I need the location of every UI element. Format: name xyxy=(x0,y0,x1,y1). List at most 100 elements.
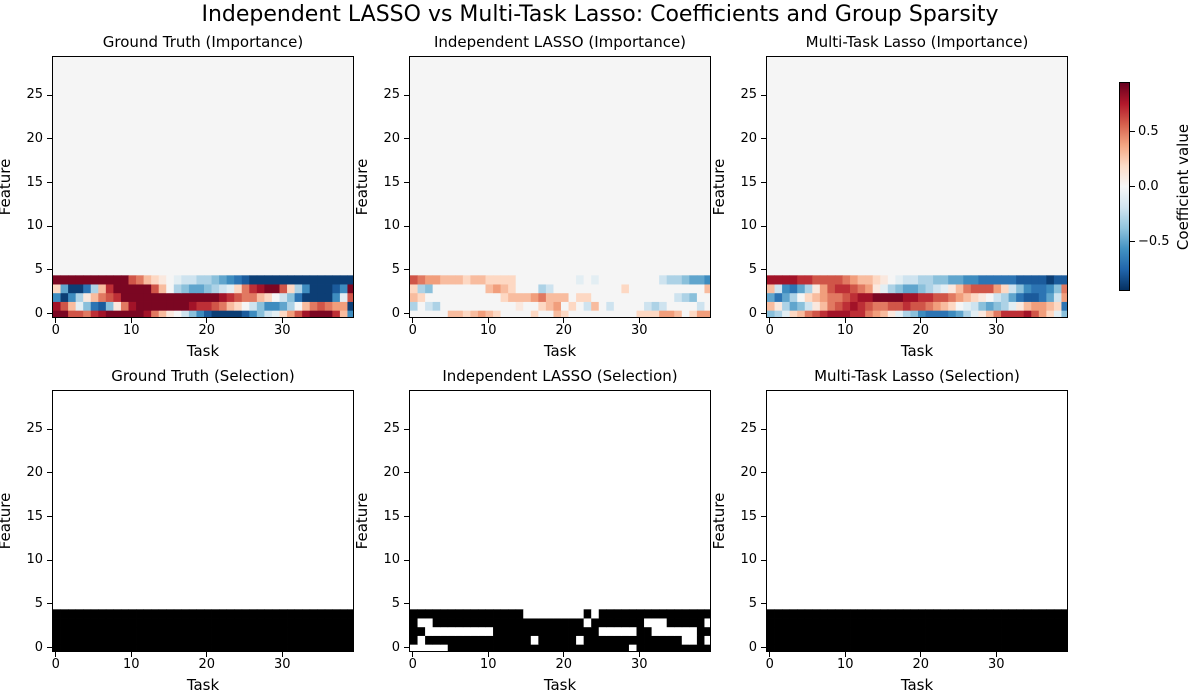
heatmap-cell xyxy=(583,310,592,317)
heatmap-cell xyxy=(797,310,806,317)
heatmap-cell xyxy=(68,618,77,628)
heatmap-cell xyxy=(287,618,295,628)
heatmap-cell xyxy=(621,301,630,311)
heatmap-cell xyxy=(887,301,896,311)
heatmap-cell xyxy=(970,618,979,628)
heatmap-cell xyxy=(1008,310,1017,317)
y-tick-mark xyxy=(761,182,766,184)
heatmap-cell xyxy=(659,626,668,636)
heatmap-cell xyxy=(339,310,348,317)
heatmap-cell xyxy=(264,292,273,302)
heatmap-cell xyxy=(1008,626,1017,636)
heatmap-cell xyxy=(812,609,821,619)
heatmap-cell xyxy=(598,644,607,651)
heatmap-cell xyxy=(173,284,182,294)
heatmap-cell xyxy=(1016,626,1025,636)
heatmap-cell xyxy=(75,301,84,311)
heatmap-cell xyxy=(1023,635,1032,645)
heatmap-cell xyxy=(98,310,107,317)
heatmap-cell xyxy=(241,275,250,285)
heatmap-cell xyxy=(60,292,69,302)
x-tick-label: 10 xyxy=(479,657,497,672)
heatmap-cell xyxy=(538,644,547,651)
heatmap-cell xyxy=(561,609,569,619)
heatmap-cell xyxy=(857,609,866,619)
heatmap-cell xyxy=(970,644,979,651)
heatmap-cell xyxy=(432,310,441,317)
heatmap-cell xyxy=(196,609,205,619)
colorbar-tick-mark xyxy=(1130,241,1135,242)
heatmap-cell xyxy=(234,310,243,317)
heatmap-cell xyxy=(410,301,418,311)
heatmap-cell xyxy=(553,626,562,636)
y-tick-mark xyxy=(47,647,52,649)
heatmap-cell xyxy=(181,644,190,651)
heatmap-cell xyxy=(158,635,167,645)
heatmap-cell xyxy=(561,301,569,311)
heatmap-cell xyxy=(644,609,652,619)
heatmap-area xyxy=(52,390,354,652)
heatmap-cell xyxy=(173,292,182,302)
heatmap-cell xyxy=(294,284,303,294)
heatmap-cell xyxy=(545,301,554,311)
heatmap-cell xyxy=(1061,301,1067,311)
heatmap-cell xyxy=(530,618,539,628)
heatmap-cell xyxy=(440,275,449,285)
heatmap-cell xyxy=(887,635,896,645)
x-tick-label: 20 xyxy=(198,323,216,338)
heatmap-cell xyxy=(234,301,243,311)
heatmap-cell xyxy=(226,301,235,311)
heatmap-cell xyxy=(895,275,904,285)
heatmap-cell xyxy=(264,275,273,285)
heatmap-cell xyxy=(241,301,250,311)
heatmap-cell xyxy=(120,644,129,651)
heatmap-cell xyxy=(211,292,220,302)
heatmap-cell xyxy=(538,292,547,302)
heatmap-cell xyxy=(485,609,494,619)
heatmap-cell xyxy=(659,275,668,285)
heatmap-cell xyxy=(789,644,798,651)
heatmap-cell xyxy=(910,310,919,317)
heatmap-cell xyxy=(963,292,972,302)
heatmap-cell xyxy=(204,609,212,619)
heatmap-cell xyxy=(151,609,160,619)
heatmap-cell xyxy=(417,626,426,636)
heatmap-cell xyxy=(583,301,592,311)
heatmap-cell xyxy=(324,609,333,619)
heatmap-cell xyxy=(797,635,806,645)
heatmap-cell xyxy=(339,301,348,311)
heatmap-cell xyxy=(857,301,866,311)
heatmap-cell xyxy=(674,635,683,645)
heatmap-cell xyxy=(440,618,449,628)
heatmap-cell xyxy=(1046,310,1055,317)
heatmap-cell xyxy=(902,301,911,311)
heatmap-cell xyxy=(181,618,190,628)
heatmap-cell xyxy=(568,618,577,628)
heatmap-cell xyxy=(470,635,479,645)
heatmap-cell xyxy=(410,310,418,317)
heatmap-cell xyxy=(287,275,295,285)
heatmap-cell xyxy=(500,626,509,636)
heatmap-cell xyxy=(963,609,972,619)
heatmap-cell xyxy=(834,618,843,628)
heatmap-cell xyxy=(425,618,434,628)
heatmap-cell xyxy=(963,618,972,628)
heatmap-cell xyxy=(651,275,660,285)
heatmap-cell xyxy=(271,609,280,619)
heatmap-cell xyxy=(470,644,479,651)
y-tick-mark xyxy=(761,428,766,430)
heatmap-cell xyxy=(68,275,77,285)
heatmap-cell xyxy=(287,644,295,651)
heatmap-cell xyxy=(933,635,942,645)
heatmap-cell xyxy=(432,284,441,294)
heatmap-cell xyxy=(477,618,486,628)
x-tick-label: 20 xyxy=(198,657,216,672)
heatmap-cell xyxy=(332,626,341,636)
heatmap-cell xyxy=(583,609,592,619)
heatmap-cell xyxy=(234,292,243,302)
heatmap-cell xyxy=(279,292,288,302)
heatmap-cell xyxy=(317,618,326,628)
heatmap-cell xyxy=(850,644,858,651)
heatmap-cell xyxy=(545,275,554,285)
heatmap-cell xyxy=(782,644,791,651)
